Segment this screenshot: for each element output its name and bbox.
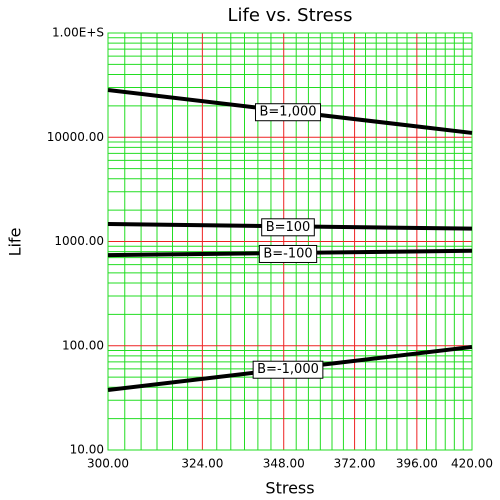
x-tick-label: 420.00 [451,457,493,471]
series-label: B=100 [266,220,311,235]
series-label: B=-100 [263,246,312,261]
series-label-box [252,360,324,379]
plot-frame [107,32,473,451]
y-tick-label: 1000.00 [54,234,104,248]
series-label-box [258,244,318,263]
series-label: B=1,000 [259,105,316,120]
series-label: B=-1,000 [257,362,319,377]
series-label-box [254,103,322,122]
x-axis-title: Stress [265,479,314,498]
x-tick-label: 324.00 [181,457,223,471]
y-tick-label: 10000.00 [47,130,104,144]
series-label-box [261,218,315,237]
y-axis-title: Life [6,228,25,257]
y-tick-label: 10.00 [70,443,104,457]
x-tick-label: 372.00 [334,457,376,471]
y-tick-label: 100.00 [62,338,104,352]
x-tick-label: 348.00 [263,457,305,471]
x-tick-label: 396.00 [396,457,438,471]
x-tick-label: 300.00 [87,457,129,471]
y-tick-label: 1.00E+S [52,26,104,40]
chart-title: Life vs. Stress [228,5,353,26]
plot-area: B=1,000 B=100 B=-100 B=-1,000 [107,88,473,393]
